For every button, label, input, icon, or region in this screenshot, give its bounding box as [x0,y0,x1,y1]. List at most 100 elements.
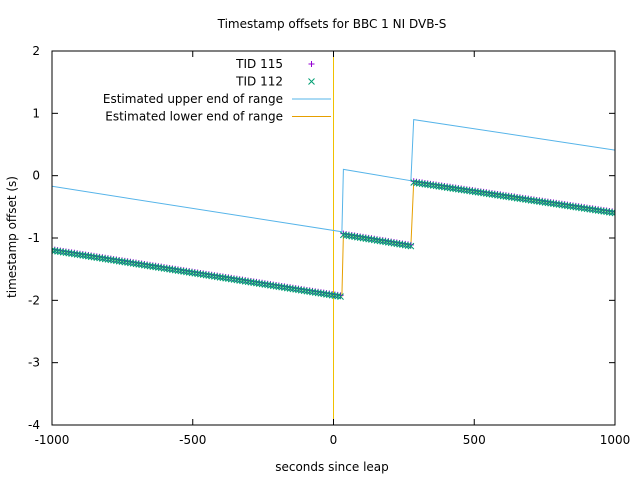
data-point-cross [385,239,392,246]
data-point-cross [250,279,258,287]
data-point-cross [566,202,574,210]
data-point-cross [488,191,496,198]
data-point-cross [236,277,244,284]
data-point-cross [286,285,294,292]
data-point-cross [127,259,134,267]
y-tick-label: 1 [32,106,40,120]
data-point-cross [552,200,560,208]
data-point-cross [586,205,594,213]
data-point-cross [511,194,518,202]
x-axis-label: seconds since leap [275,460,389,474]
data-point-cross [376,237,384,245]
data-point-cross [79,252,87,259]
data-point-cross [337,293,344,300]
y-tick-label: 0 [32,169,40,183]
chart-title: Timestamp offsets for BBC 1 NI DVB-S [217,17,447,31]
data-point-cross [407,242,415,250]
x-tick-label: 0 [330,433,338,447]
data-point-cross [474,188,482,196]
data-point-cross [578,204,585,212]
data-point-cross [457,186,465,194]
data-point-cross [505,193,513,201]
data-point-cross [477,189,485,197]
data-point-cross [328,291,336,299]
data-point-cross [124,259,131,266]
data-point-cross [516,195,524,202]
data-point-cross [283,284,291,292]
data-point-cross [502,193,510,200]
series-line [52,119,615,233]
data-point-cross [365,235,373,243]
data-point-cross [258,280,266,288]
data-point-cross [202,271,210,279]
y-tick-label: -2 [28,293,40,307]
y-tick-label: -1 [28,231,40,245]
data-point-cross [469,188,476,195]
data-point-cross [194,270,202,278]
data-point-cross [52,247,59,255]
data-point-cross [555,201,563,208]
data-point-cross [241,278,249,285]
data-point-cross [225,275,232,283]
data-point-cross [213,273,221,281]
data-point-cross [600,208,608,215]
data-point-cross [177,267,185,275]
data-point-cross [71,250,78,258]
data-point-cross [255,280,263,287]
data-point-cross [435,182,443,190]
y-tick-label: 2 [32,44,40,58]
data-point-cross [247,278,255,286]
data-point-cross [239,277,246,285]
data-point-cross [452,185,460,193]
data-point-cross [519,195,527,203]
data-point-cross [603,208,610,216]
data-point-cross [569,203,577,211]
data-point-cross [281,284,288,291]
data-point-cross [180,268,188,275]
data-point-cross [267,282,274,289]
data-point-cross [155,264,162,271]
y-tick-label: -4 [28,418,40,432]
data-point-cross [314,289,322,297]
data-point-cross [110,256,117,264]
data-point-cross [356,234,364,242]
data-point-cross [471,188,479,196]
data-point-cross [143,262,151,270]
data-point-cross [320,290,328,298]
data-point-cross [368,236,375,243]
data-point-cross [348,232,356,240]
data-point-cross [460,186,468,194]
data-point-cross [185,269,193,276]
data-point-cross [76,251,84,259]
data-point-cross [342,231,350,239]
data-point-cross [390,239,398,247]
legend-label: Estimated lower end of range [105,110,283,124]
data-point-cross [311,289,319,296]
data-point-cross [163,265,171,273]
data-point-cross [171,266,179,274]
data-point-cross [295,286,302,294]
data-point-cross [334,292,342,300]
data-point-cross [606,208,613,216]
data-point-cross [169,266,176,274]
data-point-cross [379,238,387,245]
data-point-cross [494,191,501,199]
data-point-cross [421,180,429,188]
data-point-cross [118,258,126,266]
data-point-cross [449,185,457,192]
legend-label: TID 115 [235,57,283,71]
data-point-cross [65,249,73,257]
data-point-cross [541,199,549,206]
data-point-cross [359,234,367,242]
data-point-cross [129,260,137,267]
data-point-cross [594,207,602,214]
data-point-cross [373,237,381,244]
data-point-cross [345,232,353,240]
data-point-cross [85,252,92,260]
x-tick-label: 1000 [600,433,631,447]
data-point-cross [59,248,67,256]
data-point-cross [261,281,269,288]
x-tick-label: -1000 [35,433,70,447]
data-point-cross [524,196,532,204]
